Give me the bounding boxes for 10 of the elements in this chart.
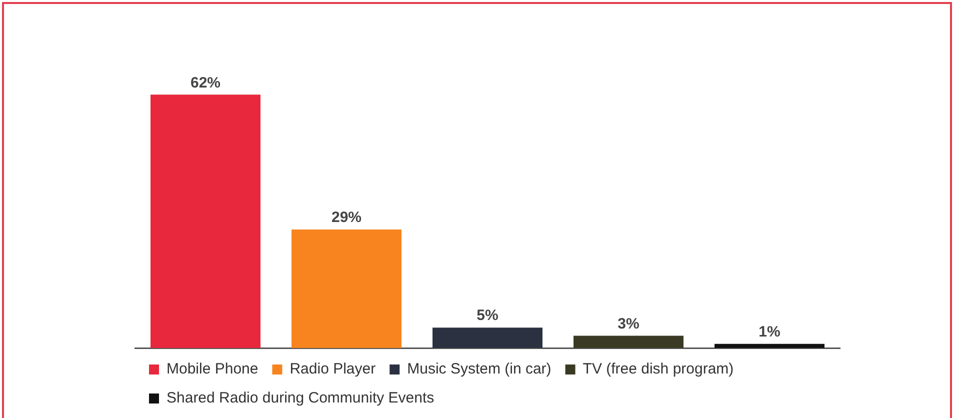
legend-label: Music System (in car) xyxy=(407,360,552,378)
legend-label: Mobile Phone xyxy=(166,360,258,378)
legend-label: Radio Player xyxy=(290,360,376,378)
data-label: 1% xyxy=(758,324,780,341)
legend-label: TV (free dish program) xyxy=(582,360,734,378)
legend-label: Shared Radio during Community Events xyxy=(166,390,434,407)
data-label: 62% xyxy=(190,74,221,92)
data-label: 3% xyxy=(618,315,640,332)
data-label: 29% xyxy=(331,209,362,226)
data-label: 5% xyxy=(476,307,498,324)
